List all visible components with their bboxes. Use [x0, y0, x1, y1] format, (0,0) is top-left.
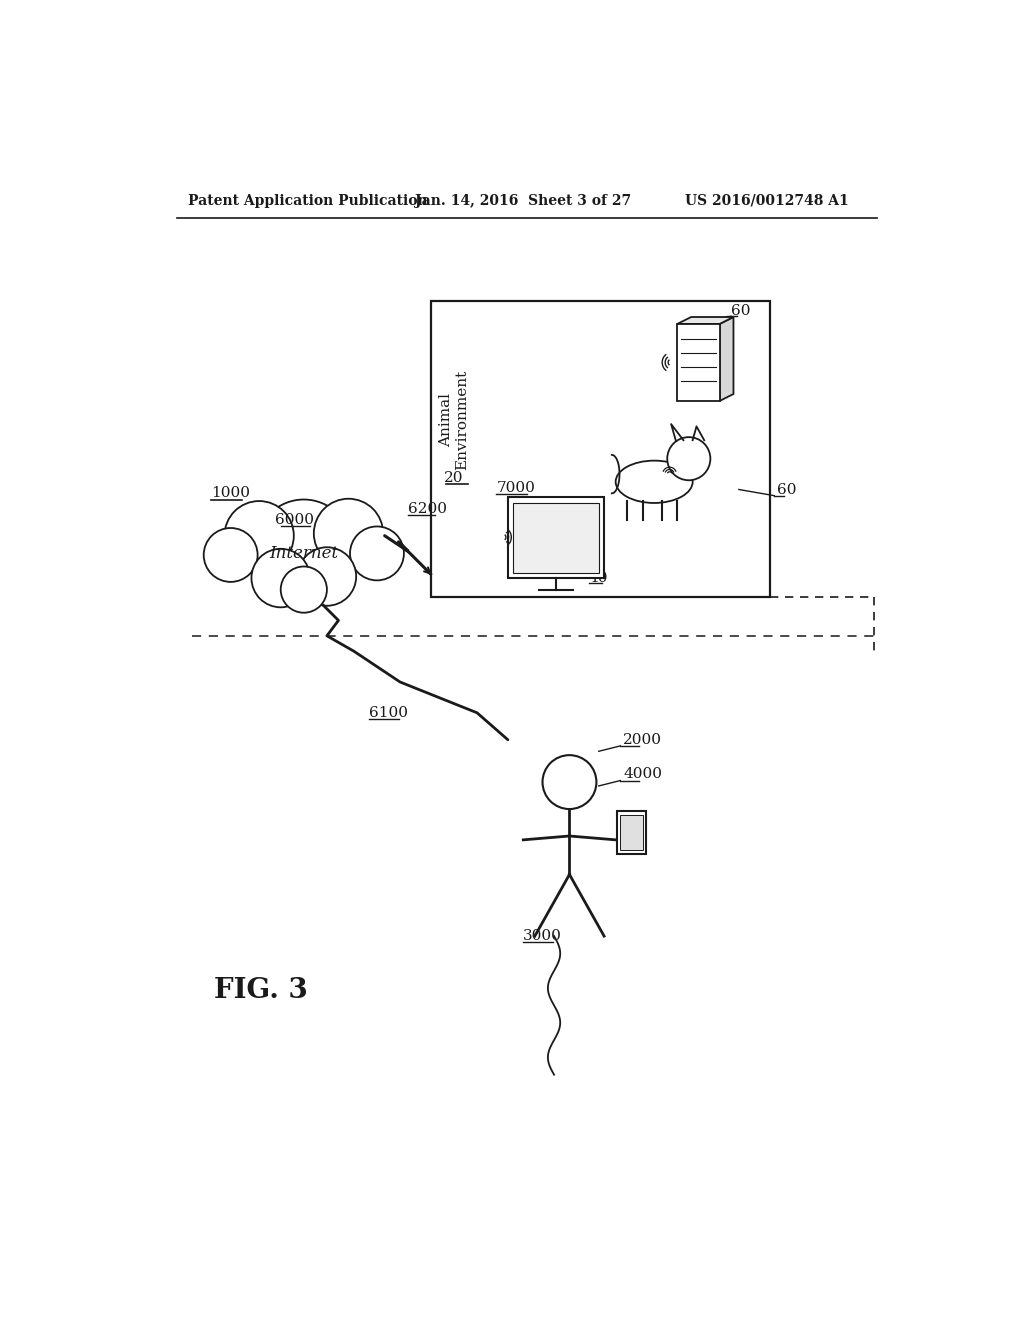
Circle shape — [252, 549, 310, 607]
Text: US 2016/0012748 A1: US 2016/0012748 A1 — [685, 194, 849, 207]
Circle shape — [281, 566, 327, 612]
Bar — [621, 816, 643, 850]
Text: 6100: 6100 — [370, 706, 409, 719]
Text: Jan. 14, 2016  Sheet 3 of 27: Jan. 14, 2016 Sheet 3 of 27 — [416, 194, 632, 207]
Polygon shape — [677, 317, 733, 323]
Bar — [431, 301, 770, 598]
Text: Patent Application Publication: Patent Application Publication — [188, 194, 428, 207]
Text: 6000: 6000 — [275, 513, 314, 527]
Circle shape — [298, 548, 356, 606]
Text: 60: 60 — [777, 483, 797, 496]
Polygon shape — [720, 317, 733, 401]
Text: 7000: 7000 — [497, 480, 536, 495]
Text: 1000: 1000 — [211, 486, 251, 500]
Text: FIG. 3: FIG. 3 — [214, 977, 307, 1003]
Circle shape — [204, 528, 258, 582]
Circle shape — [256, 499, 351, 595]
Bar — [508, 498, 604, 578]
Ellipse shape — [615, 461, 692, 503]
Text: 6200: 6200 — [408, 502, 446, 516]
Circle shape — [543, 755, 596, 809]
Bar — [617, 812, 646, 854]
Circle shape — [313, 499, 383, 568]
Circle shape — [668, 437, 711, 480]
Text: 40: 40 — [589, 572, 608, 585]
Text: 2000: 2000 — [624, 733, 663, 747]
Text: 3000: 3000 — [523, 929, 562, 942]
Text: Animal
Environment: Animal Environment — [439, 370, 469, 470]
Circle shape — [350, 527, 403, 581]
Text: Internet: Internet — [269, 545, 338, 562]
Text: 60: 60 — [731, 304, 751, 318]
Bar — [513, 503, 599, 573]
Text: 4000: 4000 — [624, 767, 663, 781]
Text: 20: 20 — [444, 471, 464, 484]
Bar — [677, 323, 720, 401]
Circle shape — [224, 502, 294, 570]
